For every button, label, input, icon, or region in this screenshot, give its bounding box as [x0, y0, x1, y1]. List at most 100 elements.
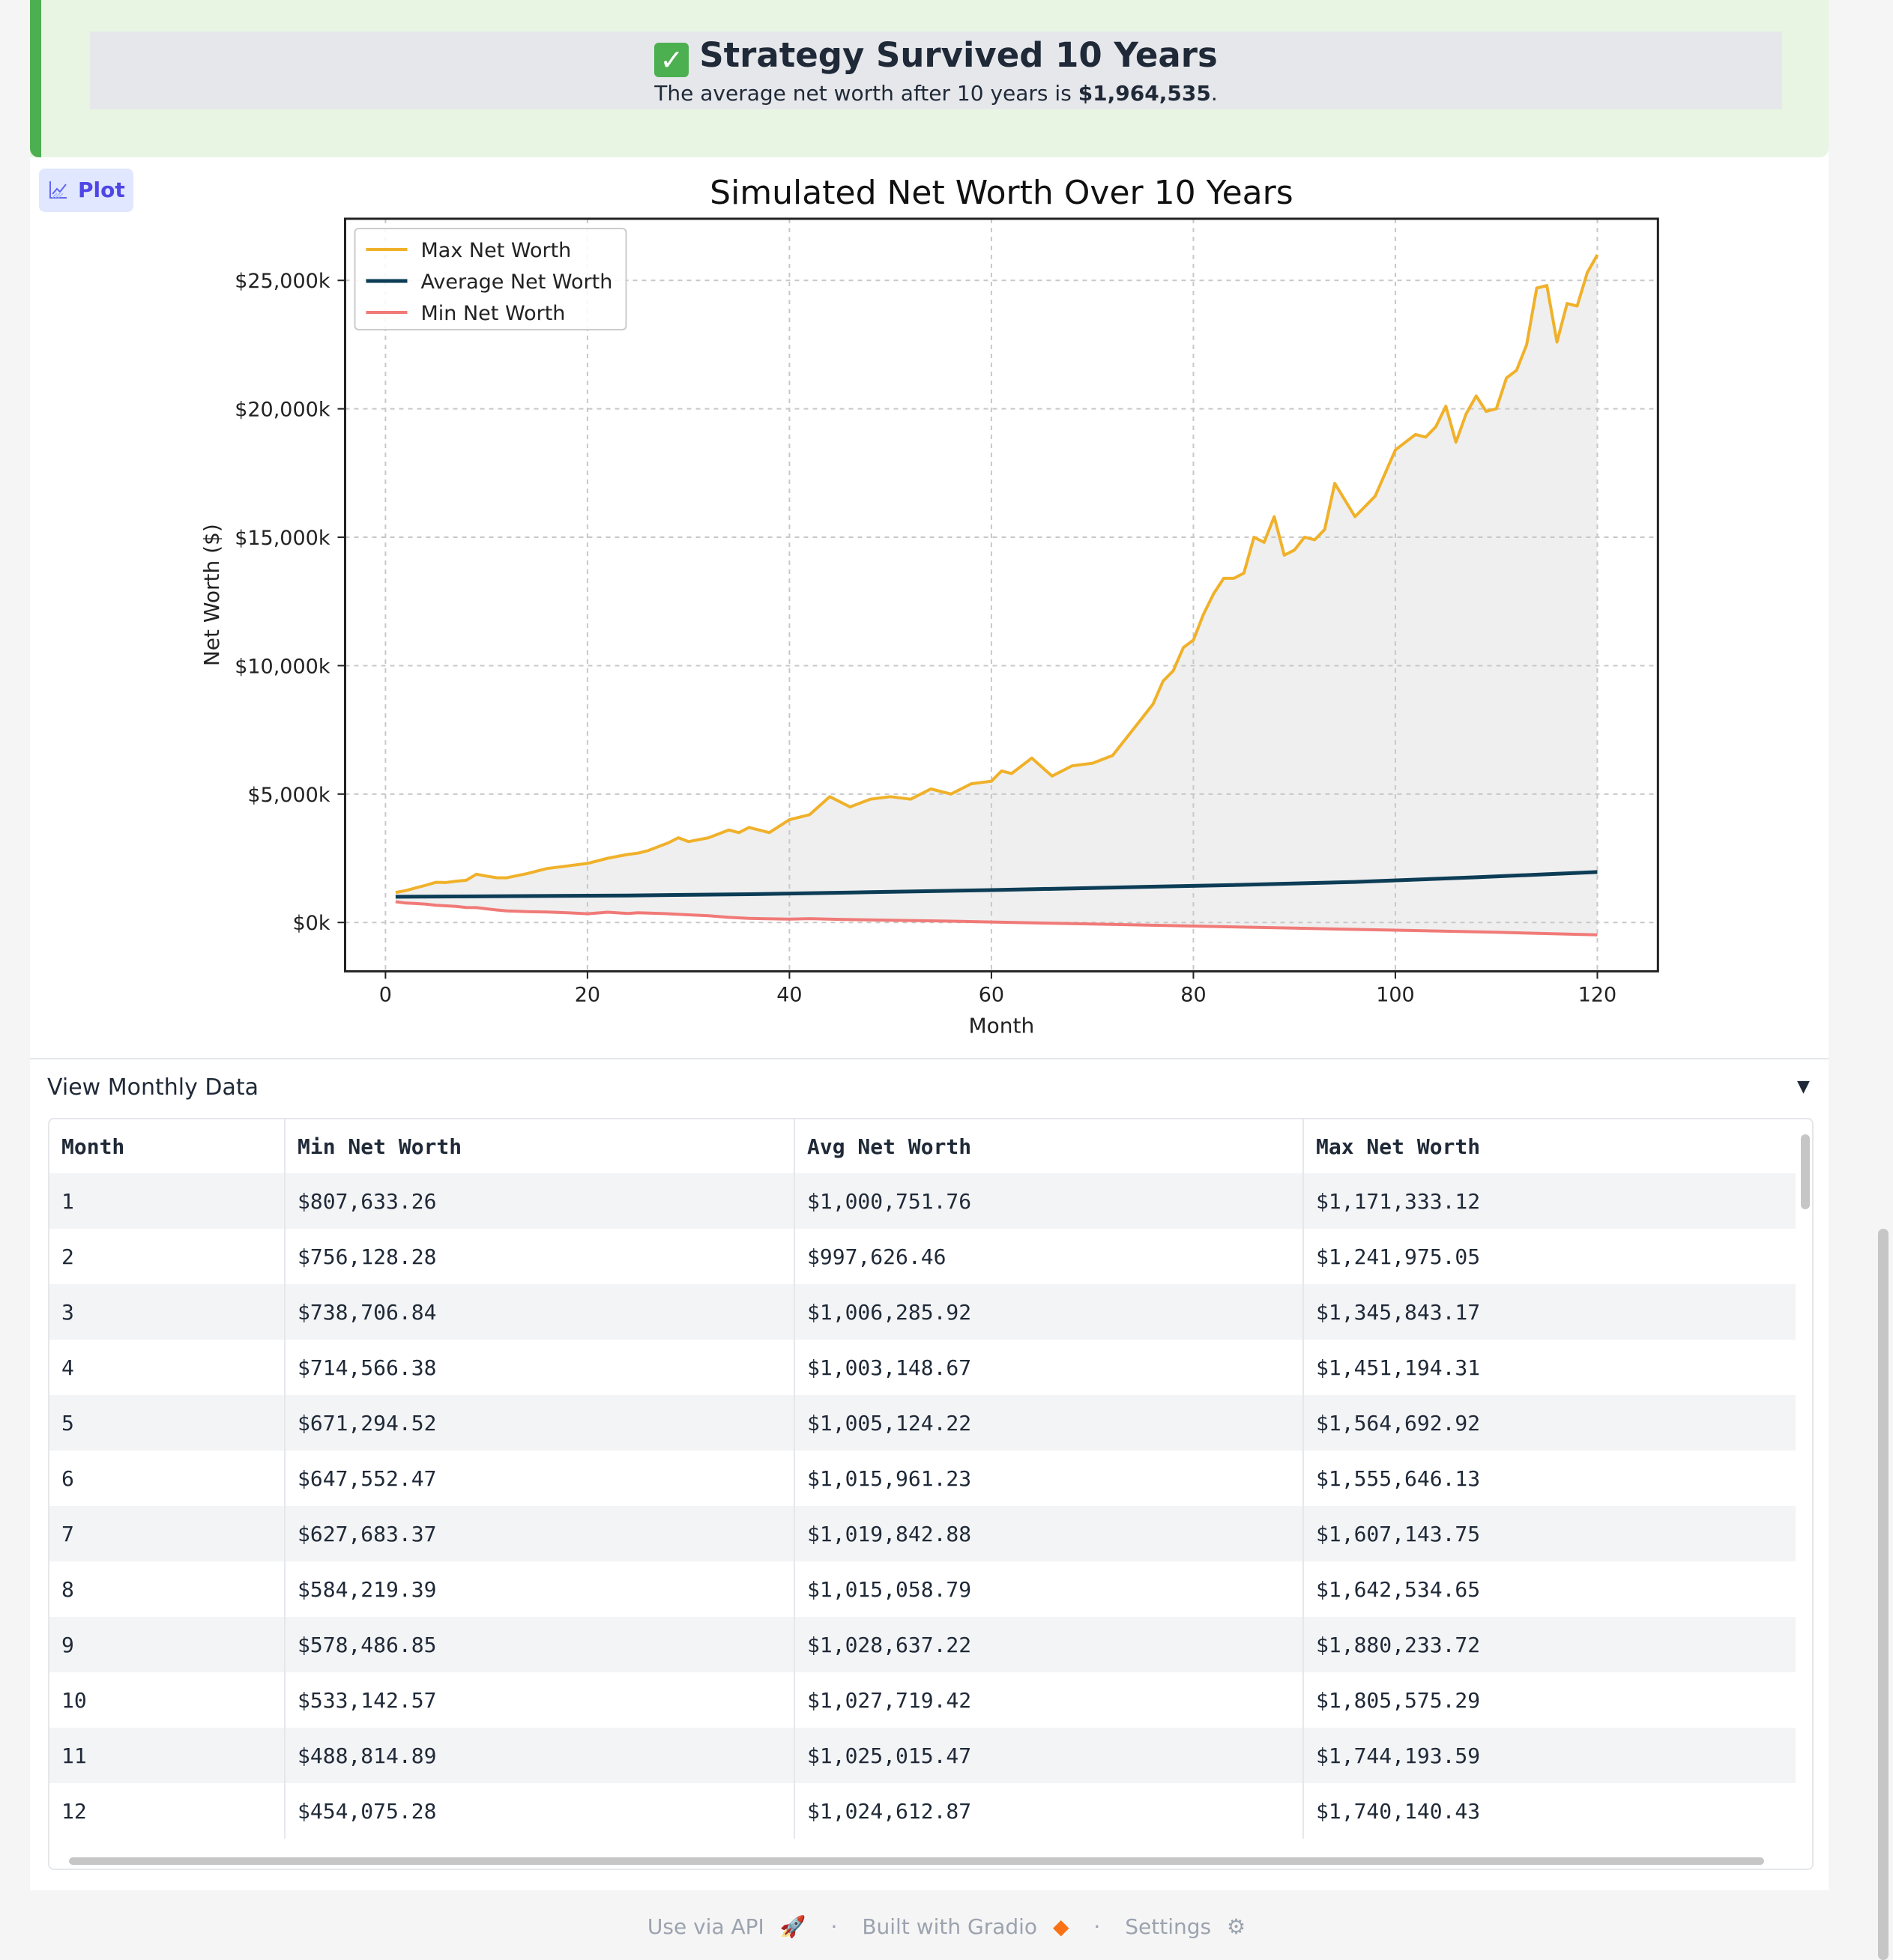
- cell-min-net-worth[interactable]: $647,552.47: [285, 1451, 795, 1506]
- table-row: 11 $488,814.89 $1,025,015.47 $1,744,193.59: [49, 1728, 1796, 1783]
- cell-month[interactable]: 6: [49, 1451, 286, 1506]
- table-row: 10 $533,142.57 $1,027,719.42 $1,805,575.29: [49, 1672, 1796, 1728]
- cell-avg-net-worth[interactable]: $1,005,124.22: [794, 1395, 1304, 1451]
- x-axis-label: Month: [969, 1013, 1035, 1038]
- cell-min-net-worth[interactable]: $578,486.85: [285, 1617, 795, 1672]
- footer-gradio-link[interactable]: Built with Gradio ◆: [862, 1914, 1069, 1939]
- cell-min-net-worth[interactable]: $671,294.52: [285, 1395, 795, 1451]
- y-axis-label: Net Worth ($): [199, 524, 224, 666]
- table-row: 1 $807,633.26 $1,000,751.76 $1,171,333.12: [49, 1173, 1796, 1229]
- cell-max-net-worth[interactable]: $1,880,233.72: [1303, 1617, 1796, 1672]
- table-vertical-scroll-thumb[interactable]: [1801, 1134, 1810, 1209]
- net-worth-chart: Simulated Net Worth Over 10 Years 0 20 40 60…: [199, 174, 1659, 1038]
- result-banner: ✓ Strategy Survived 10 Years The average …: [30, 0, 1829, 157]
- gradio-logo-icon: ◆: [1052, 1914, 1069, 1939]
- cell-max-net-worth[interactable]: $1,607,143.75: [1303, 1506, 1796, 1561]
- banner-subtitle-value: $1,964,535: [1078, 81, 1211, 106]
- range-fill-area: [395, 255, 1598, 935]
- cell-avg-net-worth[interactable]: $1,000,751.76: [794, 1173, 1304, 1229]
- cell-max-net-worth[interactable]: $1,740,140.43: [1303, 1783, 1796, 1839]
- cell-month[interactable]: 9: [49, 1617, 286, 1672]
- cell-month[interactable]: 4: [49, 1340, 286, 1395]
- header-avg-net-worth[interactable]: Avg Net Worth: [794, 1119, 1304, 1173]
- accordion-title[interactable]: View Monthly Data: [47, 1074, 259, 1101]
- max-net-worth-line: [395, 254, 1599, 895]
- cell-month[interactable]: 3: [49, 1284, 286, 1340]
- cell-avg-net-worth[interactable]: $1,003,148.67: [794, 1340, 1304, 1395]
- table-horizontal-scroll-thumb[interactable]: [69, 1857, 1764, 1865]
- cell-max-net-worth[interactable]: $1,564,692.92: [1303, 1395, 1796, 1451]
- table-row: 12 $454,075.28 $1,024,612.87 $1,740,140.43: [49, 1783, 1796, 1839]
- average-net-worth-line: [395, 870, 1598, 899]
- header-max-net-worth[interactable]: Max Net Worth: [1316, 1134, 1481, 1159]
- footer-api-link[interactable]: Use via API 🚀: [647, 1914, 806, 1939]
- x-tick-label: 20: [575, 983, 600, 1006]
- cell-max-net-worth[interactable]: $1,642,534.65: [1303, 1561, 1796, 1617]
- cell-avg-net-worth[interactable]: $1,027,719.42: [794, 1672, 1304, 1728]
- y-tick-label: $20,000k: [235, 399, 330, 422]
- plot-label-text: Plot: [78, 178, 125, 202]
- cell-month[interactable]: 11: [49, 1728, 286, 1783]
- x-tick-label: 60: [979, 983, 1004, 1006]
- accordion-toggle-icon[interactable]: ▼: [1797, 1077, 1810, 1096]
- cell-min-net-worth[interactable]: $533,142.57: [285, 1672, 795, 1728]
- cell-month[interactable]: 8: [49, 1561, 286, 1617]
- window-scrollbar-thumb[interactable]: [1878, 1229, 1889, 1960]
- table-row: 6 $647,552.47 $1,015,961.23 $1,555,646.13: [49, 1451, 1796, 1506]
- cell-min-net-worth[interactable]: $738,706.84: [285, 1284, 795, 1340]
- cell-max-net-worth[interactable]: $1,241,975.05: [1303, 1229, 1796, 1284]
- cell-max-net-worth[interactable]: $1,805,575.29: [1303, 1672, 1796, 1728]
- cell-avg-net-worth[interactable]: $1,015,058.79: [794, 1561, 1304, 1617]
- y-tick-label: $5,000k: [247, 784, 330, 807]
- cell-month[interactable]: 1: [49, 1173, 286, 1229]
- footer-settings-link[interactable]: Settings ⚙: [1125, 1914, 1246, 1939]
- cell-avg-net-worth[interactable]: $1,025,015.47: [794, 1728, 1304, 1783]
- legend-label: Max Net Worth: [420, 239, 571, 262]
- x-tick-label: 120: [1578, 983, 1617, 1006]
- cell-min-net-worth[interactable]: $584,219.39: [285, 1561, 795, 1617]
- header-min-net-worth[interactable]: Min Net Worth: [285, 1119, 795, 1173]
- cell-avg-net-worth[interactable]: $1,028,637.22: [794, 1617, 1304, 1672]
- banner-title-text: Strategy Survived 10 Years: [699, 35, 1218, 75]
- cell-max-net-worth[interactable]: $1,451,194.31: [1303, 1340, 1796, 1395]
- banner-accent-bar: [30, 0, 41, 157]
- banner-title: ✓ Strategy Survived 10 Years: [90, 34, 1782, 77]
- table-vertical-scrollbar[interactable]: [1796, 1119, 1811, 1846]
- cell-min-net-worth[interactable]: $488,814.89: [285, 1728, 795, 1783]
- data-table: Month Min Net Worth Avg Net Worth Max Ne…: [49, 1119, 1796, 1839]
- banner-subtitle-suffix: .: [1210, 81, 1218, 106]
- cell-max-net-worth[interactable]: $1,171,333.12: [1303, 1173, 1796, 1229]
- plot-frame: [343, 217, 1659, 973]
- x-tick-label: 40: [776, 983, 802, 1006]
- section-divider: [30, 1058, 1829, 1059]
- rocket-icon: 🚀: [779, 1914, 806, 1939]
- table-row: 3 $738,706.84 $1,006,285.92 $1,345,843.17: [49, 1284, 1796, 1340]
- cell-max-net-worth[interactable]: $1,345,843.17: [1303, 1284, 1796, 1340]
- cell-month[interactable]: 12: [49, 1783, 286, 1839]
- cell-avg-net-worth[interactable]: $1,015,961.23: [794, 1451, 1304, 1506]
- cell-min-net-worth[interactable]: $627,683.37: [285, 1506, 795, 1561]
- banner-subtitle: The average net worth after 10 years is …: [90, 79, 1782, 109]
- cell-month[interactable]: 2: [49, 1229, 286, 1284]
- cell-avg-net-worth[interactable]: $1,006,285.92: [794, 1284, 1304, 1340]
- footer-separator: ·: [830, 1914, 838, 1939]
- cell-min-net-worth[interactable]: $756,128.28: [285, 1229, 795, 1284]
- cell-max-net-worth[interactable]: $1,744,193.59: [1303, 1728, 1796, 1783]
- cell-avg-net-worth[interactable]: $997,626.46: [794, 1229, 1304, 1284]
- legend-label: Average Net Worth: [420, 270, 612, 294]
- cell-avg-net-worth[interactable]: $1,024,612.87: [794, 1783, 1304, 1839]
- gear-icon: ⚙: [1226, 1914, 1246, 1939]
- table-row: 9 $578,486.85 $1,028,637.22 $1,880,233.72: [49, 1617, 1796, 1672]
- cell-min-net-worth[interactable]: $714,566.38: [285, 1340, 795, 1395]
- cell-min-net-worth[interactable]: $807,633.26: [285, 1173, 795, 1229]
- cell-month[interactable]: 7: [49, 1506, 286, 1561]
- cell-avg-net-worth[interactable]: $1,019,842.88: [794, 1506, 1304, 1561]
- cell-month[interactable]: 5: [49, 1395, 286, 1451]
- table-row: 2 $756,128.28 $997,626.46 $1,241,975.05: [49, 1229, 1796, 1284]
- cell-month[interactable]: 10: [49, 1672, 286, 1728]
- cell-min-net-worth[interactable]: $454,075.28: [285, 1783, 795, 1839]
- cell-max-net-worth[interactable]: $1,555,646.13: [1303, 1451, 1796, 1506]
- header-month[interactable]: Month: [49, 1119, 286, 1173]
- table-row: 8 $584,219.39 $1,015,058.79 $1,642,534.65: [49, 1561, 1796, 1617]
- y-tick-label: $0k: [292, 912, 330, 935]
